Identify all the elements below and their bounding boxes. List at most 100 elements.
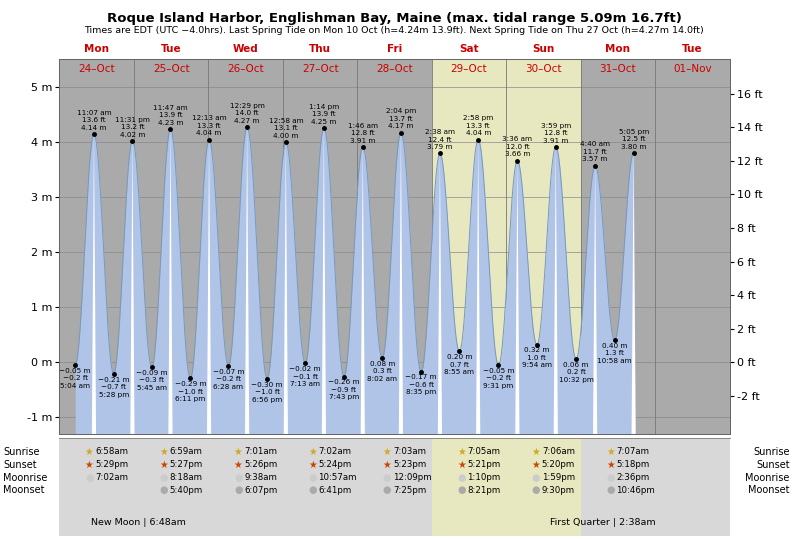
Text: 1:10pm: 1:10pm <box>467 473 500 482</box>
Text: 9:38am: 9:38am <box>244 473 277 482</box>
Text: 7:05am: 7:05am <box>467 447 500 456</box>
Text: 5:23pm: 5:23pm <box>393 460 426 469</box>
Text: 10:57am: 10:57am <box>319 473 357 482</box>
Text: ●: ● <box>532 486 540 495</box>
Text: 5:05 pm
12.5 ft
3.80 m: 5:05 pm 12.5 ft 3.80 m <box>619 129 649 150</box>
Text: ★: ★ <box>234 460 243 469</box>
Text: 1:59pm: 1:59pm <box>542 473 575 482</box>
Text: Moonrise: Moonrise <box>3 473 48 482</box>
Text: ●: ● <box>85 473 94 482</box>
Text: ●: ● <box>532 473 540 482</box>
Text: 2:04 pm
13.7 ft
4.17 m: 2:04 pm 13.7 ft 4.17 m <box>386 108 416 129</box>
Text: −0.30 m
−1.0 ft
6:56 pm: −0.30 m −1.0 ft 6:56 pm <box>251 382 283 403</box>
Text: 5:20pm: 5:20pm <box>542 460 575 469</box>
Text: ★: ★ <box>159 447 168 457</box>
Text: 8:18am: 8:18am <box>170 473 202 482</box>
Text: Fri: Fri <box>387 44 402 54</box>
Text: ★: ★ <box>457 460 465 469</box>
Text: ●: ● <box>458 486 465 495</box>
Text: 3:36 am
12.0 ft
3.66 m: 3:36 am 12.0 ft 3.66 m <box>503 136 532 157</box>
Text: 7:02am: 7:02am <box>95 473 128 482</box>
Text: ★: ★ <box>308 447 317 457</box>
Text: 6:59am: 6:59am <box>170 447 202 456</box>
Polygon shape <box>130 141 135 434</box>
Bar <box>283 59 358 434</box>
Text: 5:29pm: 5:29pm <box>95 460 128 469</box>
Text: ★: ★ <box>308 460 317 469</box>
Text: 7:01am: 7:01am <box>244 447 277 456</box>
Text: Mon: Mon <box>84 44 109 54</box>
Text: 24–Oct: 24–Oct <box>79 64 115 74</box>
Text: ●: ● <box>458 473 465 482</box>
Text: Sunrise: Sunrise <box>3 447 40 457</box>
Polygon shape <box>593 165 597 434</box>
Text: Tue: Tue <box>682 44 703 54</box>
Text: 3:59 pm
12.8 ft
3.91 m: 3:59 pm 12.8 ft 3.91 m <box>541 122 571 143</box>
Polygon shape <box>322 128 326 434</box>
Text: −0.02 m
−0.1 ft
7:13 am: −0.02 m −0.1 ft 7:13 am <box>289 366 321 387</box>
Polygon shape <box>515 161 519 434</box>
Text: ●: ● <box>234 473 243 482</box>
Text: 29–Oct: 29–Oct <box>450 64 487 74</box>
Text: 01–Nov: 01–Nov <box>673 64 711 74</box>
Polygon shape <box>361 147 365 434</box>
Text: 7:06am: 7:06am <box>542 447 575 456</box>
Bar <box>431 59 506 434</box>
Text: Wed: Wed <box>232 44 259 54</box>
Text: Times are EDT (UTC −4.0hrs). Last Spring Tide on Mon 10 Oct (h=4.24m 13.9ft). Ne: Times are EDT (UTC −4.0hrs). Last Spring… <box>84 26 704 35</box>
Text: Moonset: Moonset <box>749 486 790 495</box>
Text: ●: ● <box>606 473 615 482</box>
Text: −0.09 m
−0.3 ft
5:45 am: −0.09 m −0.3 ft 5:45 am <box>136 370 167 391</box>
Text: −0.29 m
−1.0 ft
6:11 pm: −0.29 m −1.0 ft 6:11 pm <box>174 381 206 402</box>
Text: 5:26pm: 5:26pm <box>244 460 278 469</box>
Text: 5:21pm: 5:21pm <box>467 460 500 469</box>
Text: −0.26 m
−0.9 ft
7:43 pm: −0.26 m −0.9 ft 7:43 pm <box>328 379 360 400</box>
Text: −0.17 m
−0.6 ft
8:35 pm: −0.17 m −0.6 ft 8:35 pm <box>405 375 437 396</box>
Text: Thu: Thu <box>309 44 331 54</box>
Text: 28–Oct: 28–Oct <box>376 64 413 74</box>
Text: ●: ● <box>308 486 317 495</box>
Text: 12:09pm: 12:09pm <box>393 473 431 482</box>
Text: 31–Oct: 31–Oct <box>600 64 636 74</box>
Text: 2:38 am
12.4 ft
3.79 m: 2:38 am 12.4 ft 3.79 m <box>425 129 455 150</box>
Text: 6:07pm: 6:07pm <box>244 486 278 495</box>
Text: Mon: Mon <box>605 44 630 54</box>
Text: ★: ★ <box>531 447 540 457</box>
Bar <box>506 59 580 434</box>
Text: New Moon | 6:48am: New Moon | 6:48am <box>91 519 186 527</box>
Text: 6:58am: 6:58am <box>95 447 128 456</box>
Text: Sunset: Sunset <box>3 460 36 469</box>
Text: ★: ★ <box>606 460 615 469</box>
Text: ●: ● <box>308 473 317 482</box>
Text: 5:27pm: 5:27pm <box>170 460 203 469</box>
Text: 7:07am: 7:07am <box>616 447 649 456</box>
Text: 11:31 pm
13.2 ft
4.02 m: 11:31 pm 13.2 ft 4.02 m <box>115 116 150 137</box>
Text: 26–Oct: 26–Oct <box>228 64 264 74</box>
Text: 12:58 am
13.1 ft
4.00 m: 12:58 am 13.1 ft 4.00 m <box>269 118 303 139</box>
Text: 11:47 am
13.9 ft
4.23 m: 11:47 am 13.9 ft 4.23 m <box>153 105 188 126</box>
Text: Roque Island Harbor, Englishman Bay, Maine (max. tidal range 5.09m 16.7ft): Roque Island Harbor, Englishman Bay, Mai… <box>107 12 681 25</box>
Text: 7:03am: 7:03am <box>393 447 426 456</box>
Text: 0.32 m
1.0 ft
9:54 am: 0.32 m 1.0 ft 9:54 am <box>522 348 552 368</box>
Text: 12:13 am
13.3 ft
4.04 m: 12:13 am 13.3 ft 4.04 m <box>192 115 226 136</box>
Bar <box>358 59 431 434</box>
Text: Moonset: Moonset <box>3 486 44 495</box>
Polygon shape <box>168 129 173 434</box>
Polygon shape <box>284 142 288 434</box>
Polygon shape <box>207 140 211 434</box>
Polygon shape <box>399 133 403 434</box>
Text: 1:46 am
12.8 ft
3.91 m: 1:46 am 12.8 ft 3.91 m <box>348 122 377 143</box>
Text: Sat: Sat <box>459 44 479 54</box>
Bar <box>209 59 283 434</box>
Text: −0.05 m
−0.2 ft
9:31 pm: −0.05 m −0.2 ft 9:31 pm <box>483 368 515 389</box>
Text: Moonrise: Moonrise <box>745 473 790 482</box>
Text: 0.40 m
1.3 ft
10:58 am: 0.40 m 1.3 ft 10:58 am <box>597 343 632 364</box>
Text: 2:58 pm
13.3 ft
4.04 m: 2:58 pm 13.3 ft 4.04 m <box>463 115 493 136</box>
Text: 7:02am: 7:02am <box>319 447 351 456</box>
Text: ★: ★ <box>85 447 94 457</box>
Text: Sunset: Sunset <box>757 460 790 469</box>
Bar <box>580 59 655 434</box>
Text: 7:25pm: 7:25pm <box>393 486 426 495</box>
Polygon shape <box>92 134 96 434</box>
Text: ●: ● <box>159 473 168 482</box>
